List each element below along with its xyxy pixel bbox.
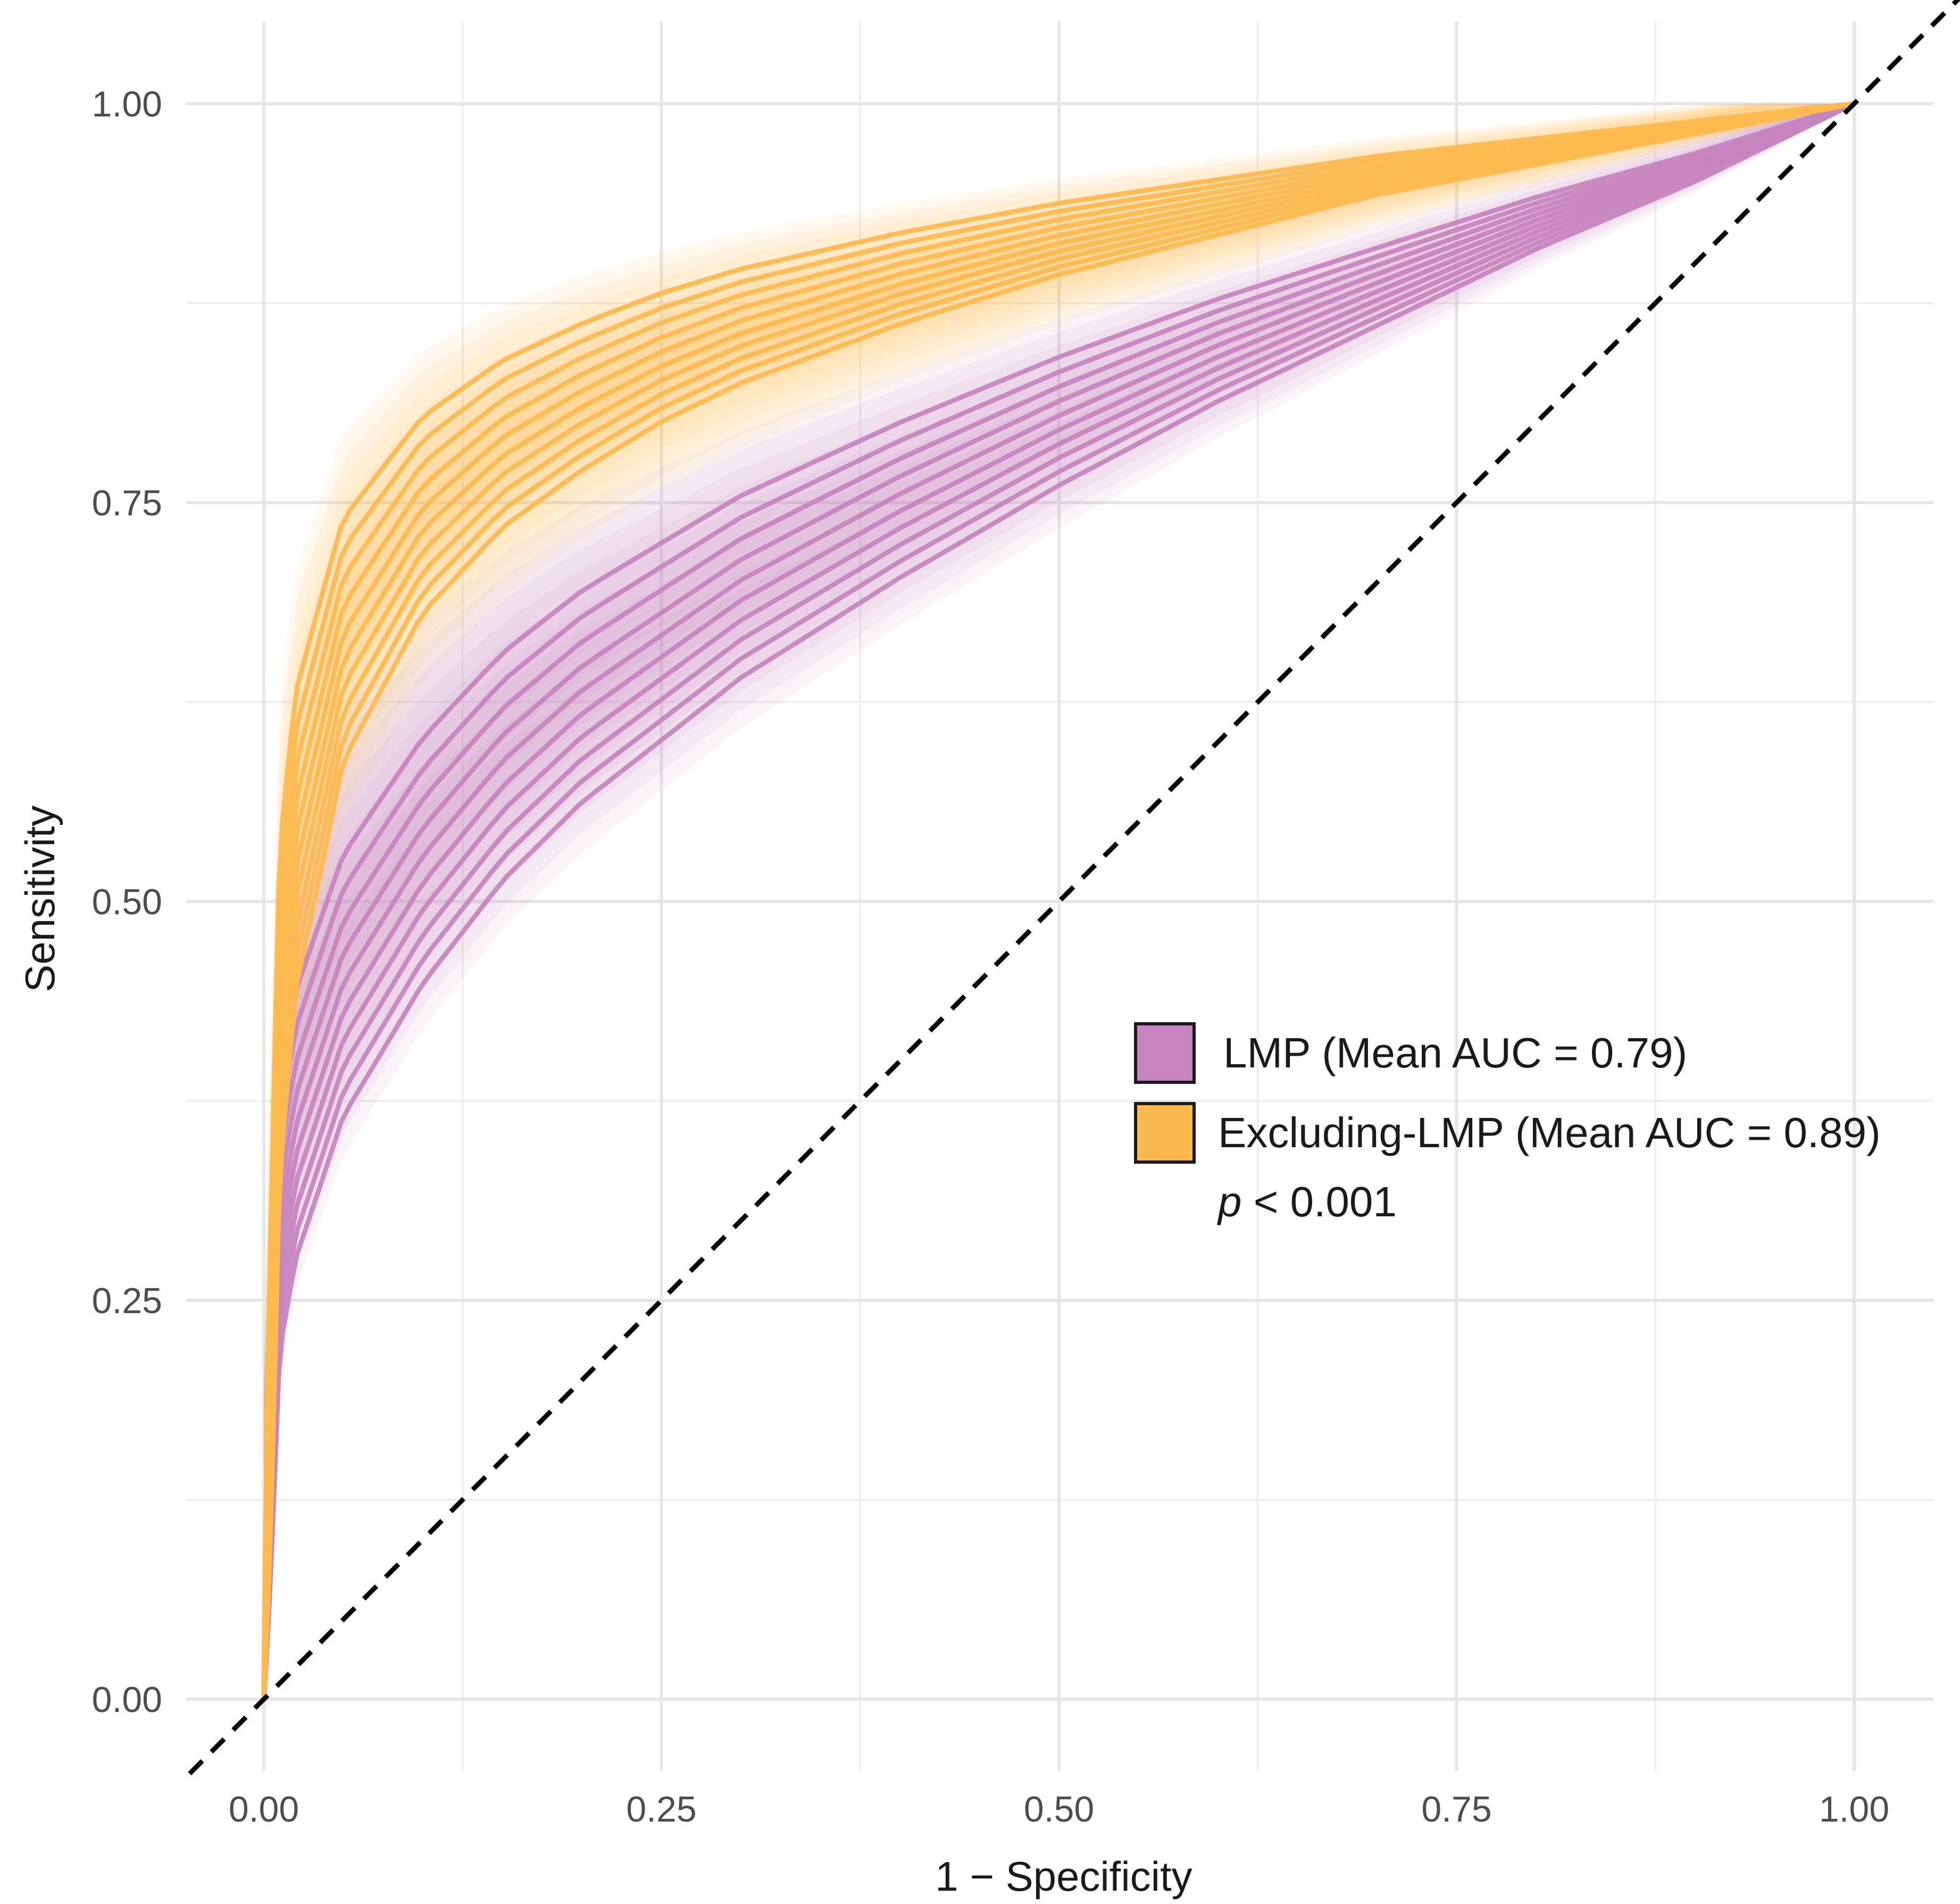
confidence-band-lmp [264,104,1854,1699]
roc-curve-lmp [261,101,1855,1700]
confidence-band-lmp [264,104,1854,1699]
x-tick-label: 0.25 [626,1789,696,1830]
roc-curve-excluding-lmp [261,101,1855,1700]
roc-curve-lmp [261,101,1855,1700]
roc-curve-excluding-lmp [261,101,1855,1700]
roc-curve-lmp [261,101,1855,1700]
confidence-band-lmp [264,104,1854,1699]
x-tick-label: 1.00 [1819,1789,1889,1830]
roc-curve-lmp [261,101,1855,1700]
roc-curves [261,101,1855,1701]
roc-curve-lmp [261,101,1855,1700]
p-value-annotation: p < 0.001 [1217,1178,1397,1225]
roc-curve-excluding-lmp [261,101,1855,1700]
p-symbol: p [1217,1178,1242,1225]
roc-curve-excluding-lmp [261,101,1855,1700]
legend-label-excluding-lmp: Excluding-LMP (Mean AUC = 0.89) [1218,1109,1881,1156]
y-tick-label: 0.50 [92,882,162,922]
p-value: < 0.001 [1242,1178,1397,1225]
roc-curve-excluding-lmp [261,101,1855,1700]
legend-label-lmp: LMP (Mean AUC = 0.79) [1223,1029,1687,1076]
y-tick-label: 1.00 [92,84,162,124]
legend-swatch-lmp [1134,1022,1196,1084]
roc-curve-lmp [261,101,1855,1700]
roc-curve-lmp [261,101,1855,1701]
confidence-band-lmp [264,104,1854,1699]
confidence-band-lmp [264,104,1854,1699]
y-axis-title: Sensitivity [16,805,63,992]
x-axis-ticks: 0.00 0.25 0.50 0.75 1.00 [229,1789,1889,1830]
x-axis-title: 1 − Specificity [935,1853,1192,1900]
confidence-bands [264,104,1854,1699]
roc-curve-excluding-lmp [261,101,1855,1700]
roc-curve-excluding-lmp [261,101,1855,1700]
y-axis-ticks: 0.00 0.25 0.50 0.75 1.00 [92,84,162,1720]
roc-curve-lmp [261,101,1855,1701]
roc-curve-lmp [261,101,1855,1700]
legend: LMP (Mean AUC = 0.79) Excluding-LMP (Mea… [1134,1022,1881,1225]
y-tick-label: 0.00 [92,1680,162,1720]
confidence-band-lmp [264,104,1854,1699]
roc-curve-excluding-lmp [261,101,1855,1700]
confidence-band-lmp [264,104,1854,1699]
confidence-band-lmp [264,104,1854,1699]
confidence-band-lmp [264,104,1854,1699]
x-tick-label: 0.50 [1024,1789,1094,1830]
grid-major [186,21,1933,1771]
y-tick-label: 0.25 [92,1281,162,1321]
y-tick-label: 0.75 [92,483,162,523]
x-tick-label: 0.00 [229,1789,299,1830]
chance-reference-line [188,0,1960,1776]
x-tick-label: 0.75 [1421,1789,1491,1830]
roc-curve-excluding-lmp [261,101,1855,1701]
legend-swatch-excluding-lmp [1134,1102,1196,1164]
roc-curve-excluding-lmp [261,101,1855,1700]
roc-curve-lmp [261,101,1855,1700]
